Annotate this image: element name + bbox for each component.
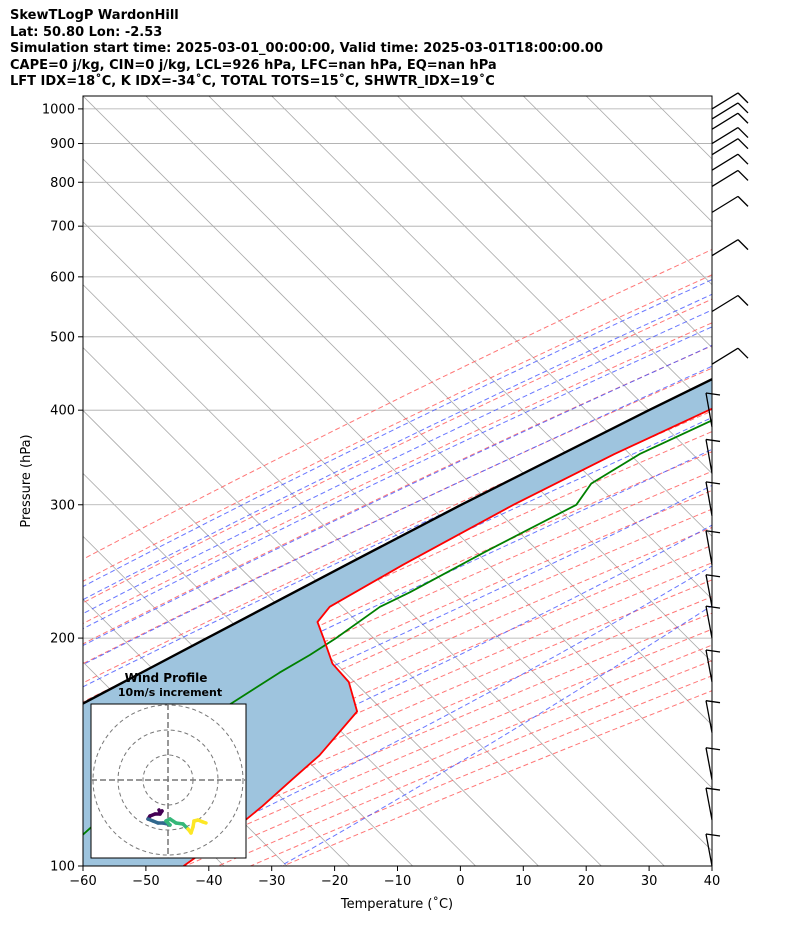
dry-adiabat — [83, 508, 712, 790]
x-tick-label: 20 — [578, 874, 595, 889]
x-tick-label: 30 — [641, 874, 658, 889]
y-tick-label: 700 — [50, 220, 75, 235]
y-tick-label: 200 — [50, 632, 75, 647]
wind-barb — [711, 294, 749, 313]
wind-barbs — [705, 92, 749, 867]
isotherm-line — [83, 472, 476, 866]
mixing-ratio-line — [758, 96, 794, 277]
wind-barb — [705, 481, 721, 517]
dry-adiabat — [83, 470, 712, 757]
wind-barb — [705, 787, 721, 821]
x-tick-label: 10 — [515, 874, 532, 889]
isotherm-line — [648, 96, 712, 160]
y-tick-label: 800 — [50, 176, 75, 191]
x-tick-label: −50 — [132, 874, 159, 889]
wind-barb — [705, 530, 721, 565]
title-parcel-indices: CAPE=0 j/kg, CIN=0 j/kg, LCL=926 hPa, LF… — [10, 57, 497, 73]
y-tick-label: 300 — [50, 498, 75, 513]
wind-barb — [705, 747, 721, 780]
dry-adiabat — [83, 389, 712, 684]
x-tick-label: 0 — [456, 874, 464, 889]
grid-lines — [83, 96, 794, 866]
wind-barb — [705, 700, 721, 733]
title-station: SkewTLogP WardonHill — [10, 8, 179, 23]
moist-adiabat — [83, 484, 712, 785]
x-tick-label: −40 — [195, 874, 222, 889]
moist-adiabat — [83, 389, 712, 688]
isotherm-line — [523, 96, 712, 286]
wind-barb — [705, 392, 721, 428]
temperature-line — [183, 407, 712, 866]
isotherm-line — [334, 96, 712, 474]
wind-barb — [711, 102, 749, 120]
dry-adiabat — [83, 248, 712, 560]
moist-adiabat — [83, 344, 712, 647]
title-stability-indices: LFT IDX=18˚C, K IDX=-34˚C, TOTAL TOTS=15… — [10, 74, 495, 89]
y-tick-label: 600 — [50, 270, 75, 285]
isotherm-line — [460, 96, 712, 349]
wind-barb — [711, 347, 749, 365]
x-tick-label: 40 — [704, 874, 721, 889]
parcel-line — [83, 377, 712, 705]
wind-barb — [705, 833, 721, 867]
wind-barb — [711, 169, 749, 187]
chart-header: SkewTLogP WardonHill Lat: 50.80 Lon: -2.… — [10, 8, 603, 91]
x-tick-label: −60 — [69, 874, 96, 889]
moist-adiabat — [83, 524, 712, 835]
axes: −60 −50 −40 −30 −20 −10 0 10 20 30 40 1000 900 800 700… — [42, 102, 720, 889]
x-tick-label: −10 — [384, 874, 411, 889]
wind-barb — [711, 126, 749, 145]
wind-barb — [711, 138, 749, 156]
y-tick-label: 100 — [50, 860, 75, 875]
x-tick-label: −30 — [258, 874, 285, 889]
wind-barb — [705, 649, 721, 683]
title-location: Lat: 50.80 Lon: -2.53 — [10, 24, 163, 40]
dry-adiabat — [83, 544, 712, 823]
wind-barb — [705, 438, 721, 474]
wind-barb — [705, 574, 721, 607]
dry-adiabat — [83, 431, 712, 721]
isotherm-line — [711, 96, 712, 97]
isotherm-line — [83, 284, 665, 866]
inset-subtitle: 10m/s increment — [118, 686, 222, 699]
y-tick-label: 1000 — [42, 102, 75, 117]
moist-adiabat — [83, 309, 712, 615]
wind-barb — [711, 239, 749, 257]
x-tick-label: −20 — [321, 874, 348, 889]
wind-profile-inset: Wind Profile 10m/s increment — [90, 671, 247, 859]
hodograph-segment — [201, 820, 208, 825]
inset-title: Wind Profile — [125, 671, 208, 685]
isotherm-line — [83, 221, 712, 852]
moist-adiabat — [83, 279, 712, 588]
wind-barb — [711, 112, 749, 130]
y-tick-label: 900 — [50, 137, 75, 152]
y-axis-label: Pressure (hPa) — [19, 434, 34, 527]
y-tick-label: 500 — [50, 330, 75, 345]
moist-adiabat — [83, 448, 712, 746]
isotherm-line — [83, 158, 712, 789]
isotherm-line — [83, 347, 602, 866]
isotherm-line — [271, 96, 712, 537]
x-axis-label: Temperature (˚C) — [340, 896, 453, 912]
moist-adiabat — [83, 365, 712, 666]
isotherm-line — [397, 96, 712, 412]
wind-barb — [705, 605, 721, 639]
y-tick-label: 400 — [50, 404, 75, 419]
wind-barb — [711, 153, 749, 171]
title-times: Simulation start time: 2025-03-01_00:00:… — [10, 41, 603, 56]
wind-barb — [711, 92, 749, 110]
dry-adiabat — [83, 322, 712, 625]
isotherm-line — [83, 96, 712, 726]
dry-adiabat — [83, 298, 712, 604]
wind-barb — [711, 195, 749, 213]
